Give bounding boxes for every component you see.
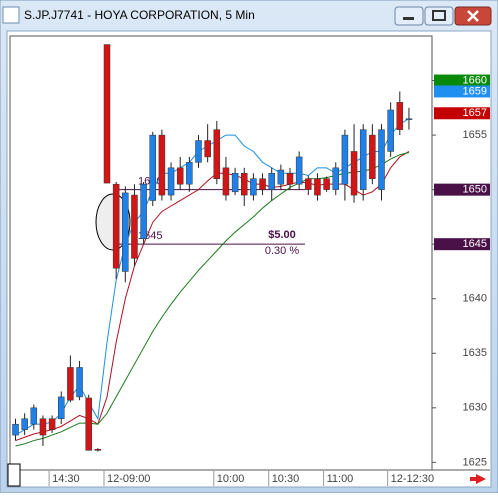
- candle-body: [213, 129, 221, 179]
- candle-body: [295, 156, 303, 185]
- candle-body: [204, 140, 211, 158]
- price-tag-label: 1660: [463, 74, 487, 86]
- minimize-icon: [403, 17, 414, 20]
- candle-body: [250, 178, 257, 196]
- price-tag: [434, 85, 490, 98]
- candle-body: [369, 134, 376, 179]
- candle-body: [378, 129, 385, 190]
- price-tag: [434, 74, 490, 87]
- candle-body: [341, 134, 349, 185]
- candle-body: [158, 134, 166, 196]
- minimize-button[interactable]: [394, 6, 424, 26]
- x-tick-label: 10:30: [272, 473, 300, 485]
- close-icon: [467, 10, 479, 22]
- candle-body: [94, 449, 102, 451]
- y-tick-label: 1655: [463, 129, 487, 141]
- y-tick-label: 1625: [463, 456, 487, 468]
- level-tag: [434, 238, 490, 251]
- candle-body: [323, 178, 330, 190]
- candle-body: [85, 397, 92, 451]
- candle-body: [186, 162, 193, 185]
- window-icon: [2, 6, 20, 24]
- candle-body: [241, 173, 248, 196]
- candle-body: [359, 129, 367, 190]
- x-tick-label: 12-09:00: [107, 473, 150, 485]
- level-tag-label: 1650: [463, 184, 487, 196]
- candle-body: [387, 109, 394, 152]
- candle-body: [21, 418, 28, 430]
- candle-body: [103, 44, 111, 184]
- candle-body: [122, 192, 129, 272]
- candle-body: [149, 134, 156, 201]
- candle-body: [12, 423, 19, 436]
- candle-body: [131, 194, 138, 259]
- chart: 1625 1630 1635 1640 1645 1650 1655 1660 14:30 12-…: [12, 44, 490, 486]
- candle-body: [231, 173, 239, 193]
- x-tick-label: 11:00: [327, 473, 354, 485]
- difference-label: $5.00: [268, 229, 296, 241]
- candle-body: [277, 169, 285, 185]
- candle-body: [176, 167, 184, 185]
- candle-body: [286, 173, 294, 185]
- x-tick-label: 14:30: [52, 473, 80, 485]
- scroll-thumb[interactable]: [7, 463, 21, 487]
- candle-body: [140, 183, 147, 239]
- candle-body: [350, 151, 358, 196]
- x-tick-label: 12-12:30: [391, 473, 434, 485]
- candle-body: [332, 167, 339, 190]
- candle-body: [259, 178, 266, 190]
- candle-body: [48, 418, 56, 430]
- y-tick-label: 1640: [463, 293, 487, 305]
- candle-body: [222, 167, 230, 196]
- y-tick-label: 1635: [463, 347, 487, 359]
- plot-area: [9, 35, 433, 471]
- window-title: S.JP.J7741 - HOYA CORPORATION, 5 Min: [24, 8, 255, 22]
- candle-body: [67, 367, 74, 401]
- candle-body: [305, 178, 312, 190]
- price-tag: [434, 107, 490, 120]
- price-tag-label: 1657: [463, 107, 487, 119]
- price-tag-label: 1659: [463, 85, 487, 97]
- level-tag-label: 1645: [463, 238, 487, 250]
- maximize-icon: [432, 10, 446, 21]
- x-tick-label: 10:00: [217, 473, 245, 485]
- candle-body: [58, 396, 65, 419]
- candle-body: [268, 173, 275, 190]
- maximize-button[interactable]: [424, 6, 454, 26]
- candle-body: [396, 102, 404, 130]
- candle-body: [76, 367, 83, 398]
- candle-body: [39, 418, 47, 436]
- candle-body: [405, 118, 413, 120]
- scroll-right-arrow[interactable]: [470, 474, 486, 484]
- percent-label: 0.30 %: [265, 245, 299, 257]
- candle-body: [167, 167, 175, 196]
- candle-body: [195, 140, 202, 163]
- candle-body: [112, 183, 120, 269]
- candle-body: [30, 407, 38, 425]
- level-tag: [434, 183, 490, 196]
- candle-body: [314, 178, 321, 196]
- y-tick-label: 1630: [463, 402, 487, 414]
